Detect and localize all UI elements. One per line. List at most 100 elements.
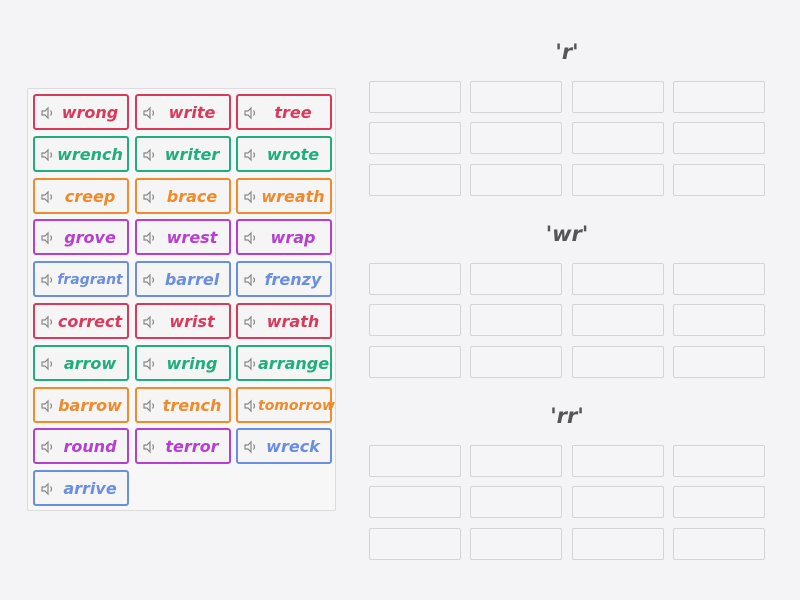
speaker-icon[interactable]	[41, 190, 55, 204]
word-tile-wrote[interactable]: wrote	[236, 136, 332, 172]
speaker-icon[interactable]	[41, 357, 55, 371]
word-tile-wrong[interactable]: wrong	[33, 94, 129, 130]
drop-slot[interactable]	[470, 486, 562, 518]
word-tile-grove[interactable]: grove	[33, 219, 129, 255]
drop-slot[interactable]	[369, 304, 461, 336]
word-tile-wrench[interactable]: wrench	[33, 136, 129, 172]
speaker-icon[interactable]	[41, 440, 55, 454]
word-tile-wrath[interactable]: wrath	[236, 303, 332, 339]
speaker-icon[interactable]	[41, 148, 55, 162]
drop-slot[interactable]	[572, 486, 664, 518]
drop-slot[interactable]	[470, 81, 562, 113]
speaker-icon[interactable]	[41, 315, 55, 329]
drop-slot[interactable]	[470, 445, 562, 477]
word-tile-wreath[interactable]: wreath	[236, 178, 332, 214]
drop-slot[interactable]	[369, 122, 461, 154]
drop-slot[interactable]	[369, 81, 461, 113]
word-tile-tree[interactable]: tree	[236, 94, 332, 130]
drop-slot[interactable]	[673, 263, 765, 295]
word-tile-wrest[interactable]: wrest	[135, 219, 231, 255]
drop-slot[interactable]	[572, 528, 664, 560]
drop-slot[interactable]	[572, 445, 664, 477]
word-tile-fragrant[interactable]: fragrant	[33, 261, 129, 297]
word-tile-arrow[interactable]: arrow	[33, 345, 129, 381]
drop-slot[interactable]	[470, 164, 562, 196]
drop-slot[interactable]	[572, 304, 664, 336]
speaker-icon[interactable]	[41, 482, 55, 496]
speaker-icon[interactable]	[244, 399, 258, 413]
word-tile-arrive[interactable]: arrive	[33, 470, 129, 506]
speaker-icon[interactable]	[41, 399, 55, 413]
word-tile-write[interactable]: write	[135, 94, 231, 130]
speaker-icon[interactable]	[244, 273, 258, 287]
word-tile-brace[interactable]: brace	[135, 178, 231, 214]
drop-slot[interactable]	[673, 528, 765, 560]
drop-slot[interactable]	[470, 528, 562, 560]
word-tile-creep[interactable]: creep	[33, 178, 129, 214]
speaker-icon[interactable]	[143, 190, 157, 204]
tile-word: tree	[274, 103, 312, 122]
word-tile-tomorrow[interactable]: tomorrow	[236, 387, 335, 423]
word-tile-barrel[interactable]: barrel	[135, 261, 231, 297]
word-tile-arrange[interactable]: arrange	[236, 345, 332, 381]
speaker-icon[interactable]	[244, 357, 258, 371]
speaker-icon[interactable]	[41, 106, 55, 120]
speaker-icon[interactable]	[143, 273, 157, 287]
word-tile-writer[interactable]: writer	[135, 136, 231, 172]
drop-slot[interactable]	[572, 122, 664, 154]
word-tile-terror[interactable]: terror	[135, 428, 231, 464]
word-tile-wrist[interactable]: wrist	[135, 303, 231, 339]
drop-slot[interactable]	[572, 81, 664, 113]
drop-slot[interactable]	[572, 164, 664, 196]
drop-slot[interactable]	[673, 304, 765, 336]
tile-word: wrest	[166, 228, 218, 247]
speaker-icon[interactable]	[244, 190, 258, 204]
speaker-icon[interactable]	[143, 106, 157, 120]
drop-slot[interactable]	[673, 346, 765, 378]
drop-slot[interactable]	[369, 164, 461, 196]
drop-slot[interactable]	[369, 346, 461, 378]
drop-slot[interactable]	[572, 346, 664, 378]
word-tile-wrap[interactable]: wrap	[236, 219, 332, 255]
drop-slot[interactable]	[369, 528, 461, 560]
tile-word: frenzy	[264, 270, 322, 289]
speaker-icon[interactable]	[244, 106, 258, 120]
word-tile-wring[interactable]: wring	[135, 345, 231, 381]
drop-slot[interactable]	[369, 263, 461, 295]
word-tile-round[interactable]: round	[33, 428, 129, 464]
drop-slot[interactable]	[572, 263, 664, 295]
word-tile-wreck[interactable]: wreck	[236, 428, 332, 464]
drop-slot[interactable]	[369, 445, 461, 477]
word-tile-frenzy[interactable]: frenzy	[236, 261, 332, 297]
speaker-icon[interactable]	[143, 399, 157, 413]
word-tile-correct[interactable]: correct	[33, 303, 129, 339]
speaker-icon[interactable]	[143, 231, 157, 245]
speaker-icon[interactable]	[41, 231, 55, 245]
tile-word: wrath	[266, 312, 320, 331]
drop-slot[interactable]	[673, 486, 765, 518]
drop-slot[interactable]	[673, 81, 765, 113]
speaker-icon[interactable]	[143, 315, 157, 329]
tile-word: terror	[165, 437, 219, 456]
drop-slot[interactable]	[673, 445, 765, 477]
drop-slot[interactable]	[470, 304, 562, 336]
word-tile-trench[interactable]: trench	[135, 387, 231, 423]
speaker-icon[interactable]	[244, 231, 258, 245]
speaker-icon[interactable]	[244, 440, 258, 454]
drop-slot[interactable]	[673, 164, 765, 196]
drop-slot[interactable]	[470, 346, 562, 378]
speaker-icon[interactable]	[143, 440, 157, 454]
tile-word: wrong	[61, 103, 119, 122]
word-tile-barrow[interactable]: barrow	[33, 387, 129, 423]
speaker-icon[interactable]	[244, 148, 258, 162]
tile-word: grove	[64, 228, 116, 247]
drop-slot[interactable]	[470, 263, 562, 295]
speaker-icon[interactable]	[143, 357, 157, 371]
speaker-icon[interactable]	[244, 315, 258, 329]
speaker-icon[interactable]	[143, 148, 157, 162]
drop-slot[interactable]	[470, 122, 562, 154]
drop-slot[interactable]	[673, 122, 765, 154]
drop-slot[interactable]	[369, 486, 461, 518]
speaker-icon[interactable]	[41, 273, 55, 287]
tile-word: wrist	[169, 312, 215, 331]
